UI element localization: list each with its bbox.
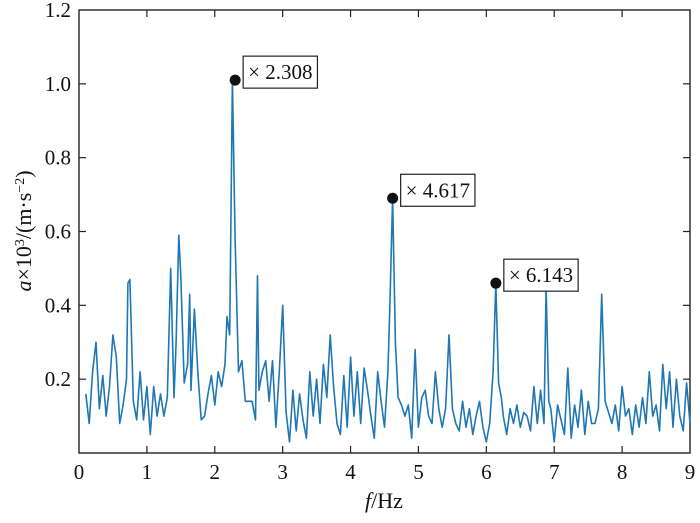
peak-annotations: × 2.308 × 4.617 × 6.143 xyxy=(229,55,579,292)
x-tick-label: 1 xyxy=(142,460,153,484)
x-tick-label: 7 xyxy=(549,460,560,484)
y-tick-label: 1.0 xyxy=(45,72,71,96)
x-axis-var: f xyxy=(365,488,374,513)
x-tick-label: 9 xyxy=(685,460,696,484)
annotation-label: × 4.617 xyxy=(406,178,470,202)
peak-annotation: × 6.143 xyxy=(490,258,579,292)
peak-marker xyxy=(387,192,399,204)
y-tick-label: 0.8 xyxy=(45,146,71,170)
y-tick-label: 1.2 xyxy=(45,0,71,22)
annotation-box xyxy=(400,173,476,207)
spectrum-line xyxy=(85,79,691,443)
x-axis-title: f/Hz xyxy=(365,488,403,513)
y-tick-label: 0.6 xyxy=(45,220,71,244)
axis-ticks xyxy=(79,10,690,453)
x-tick-label: 8 xyxy=(617,460,628,484)
y-axis-open: /(m·s xyxy=(11,193,36,239)
peak-annotation: × 2.308 xyxy=(229,55,319,89)
annotation-label: × 6.143 xyxy=(509,263,573,287)
x-tick-label: 3 xyxy=(277,460,288,484)
y-axis-title: a×103/(m·s−2) xyxy=(11,170,36,291)
x-tick-label: 6 xyxy=(481,460,492,484)
y-tick-label: 0.4 xyxy=(45,293,72,317)
y-axis-var: a xyxy=(11,281,36,292)
x-tick-label: 2 xyxy=(210,460,221,484)
x-tick-label: 5 xyxy=(413,460,424,484)
x-tick-label: 0 xyxy=(74,460,85,484)
y-axis-close: ) xyxy=(11,170,36,177)
y-axis-mult: ×10 xyxy=(11,246,36,280)
annotation-box xyxy=(242,55,319,89)
peak-marker xyxy=(229,74,241,86)
peak-marker xyxy=(490,277,502,289)
axis-tick-labels: 0 1 2 3 4 5 6 7 8 9 0.2 0.4 0.6 0.8 1.0 1.2 xyxy=(45,0,696,484)
annotation-box xyxy=(503,258,579,292)
y-axis-exp: 3 xyxy=(13,239,28,246)
x-tick-label: 4 xyxy=(345,460,356,484)
peak-annotation: × 4.617 xyxy=(387,173,476,207)
y-axis-neg-exp: −2 xyxy=(13,178,28,193)
x-axis-unit: /Hz xyxy=(371,488,403,513)
y-tick-label: 0.2 xyxy=(45,367,71,391)
annotation-label: × 2.308 xyxy=(248,60,312,84)
